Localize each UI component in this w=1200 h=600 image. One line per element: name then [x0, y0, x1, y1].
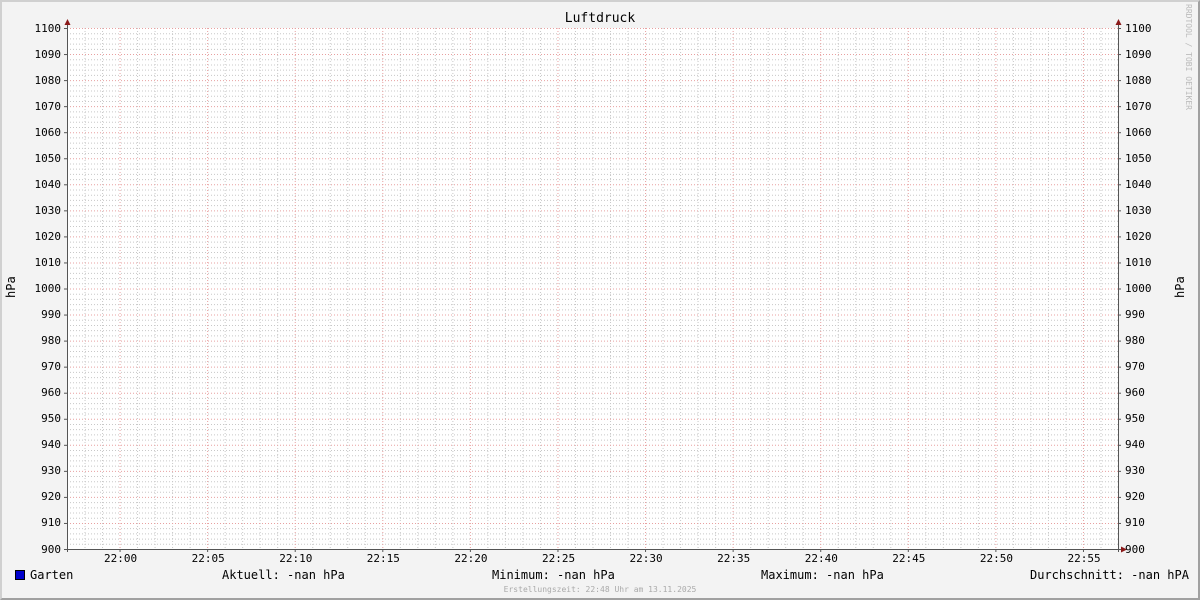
y-tick-label-right: 980 — [1125, 334, 1145, 348]
x-tick-label: 22:50 — [979, 552, 1013, 565]
y-tick-label-right: 1050 — [1125, 151, 1152, 165]
y-tick-label-right: 1100 — [1125, 21, 1152, 35]
y-tick-label-left: 1040 — [34, 177, 62, 191]
y-tick-label-right: 1020 — [1125, 229, 1152, 243]
y-tick-label-left: 930 — [41, 464, 61, 478]
y-tick-label-left: 920 — [41, 490, 61, 504]
y-tick-label-left: 1080 — [34, 73, 62, 87]
legend-swatch-garten — [15, 570, 25, 580]
y-tick-label-left: 1070 — [34, 99, 62, 113]
y-tick-label-right: 900 — [1125, 542, 1145, 556]
x-tick-label: 22:15 — [366, 552, 400, 565]
y-tick-label-right: 970 — [1125, 360, 1145, 374]
y-tick-label-right: 1010 — [1125, 255, 1152, 269]
legend-average: Durchschnitt: -nan hPA — [1030, 568, 1189, 582]
y-tick-label-right: 990 — [1125, 308, 1145, 322]
chart-title: Luftdruck — [564, 11, 636, 26]
y-tick-label-right: 1040 — [1125, 177, 1152, 191]
legend-maximum: Maximum: -nan hPa — [761, 568, 884, 582]
watermark: RRDTOOL / TOBI OETIKER — [1184, 4, 1193, 110]
y-tick-label-right: 1060 — [1125, 125, 1152, 139]
y-axis-arrow-left-icon — [64, 19, 71, 25]
x-tick-label: 22:25 — [541, 552, 576, 565]
y-tick-label-left: 960 — [41, 386, 61, 400]
y-tick-label-left: 970 — [41, 360, 61, 374]
y-tick-label-left: 910 — [41, 516, 61, 530]
y-tick-label-left: 900 — [41, 542, 61, 556]
legend-series-name: Garten — [30, 568, 74, 582]
y-tick-label-left: 1010 — [34, 255, 62, 269]
y-axis-label-left: hPa — [4, 276, 18, 298]
y-tick-label-left: 1000 — [34, 282, 62, 295]
legend-minimum: Minimum: -nan hPa — [492, 568, 615, 582]
y-tick-label-right: 930 — [1125, 464, 1145, 478]
y-tick-label-right: 1070 — [1125, 99, 1152, 113]
y-tick-label-right: 920 — [1125, 490, 1145, 504]
y-tick-label-left: 1100 — [34, 21, 62, 35]
y-tick-label-left: 990 — [41, 308, 61, 322]
y-tick-label-left: 1020 — [34, 229, 62, 243]
legend-current: Aktuell: -nan hPa — [222, 568, 345, 582]
y-tick-label-left: 1060 — [34, 125, 62, 139]
y-tick-label-right: 910 — [1125, 516, 1145, 530]
x-tick-label: 22:45 — [892, 552, 926, 565]
y-tick-label-left: 1050 — [34, 151, 62, 165]
y-tick-label-left: 980 — [41, 334, 61, 348]
y-axis-label-right: hPa — [1173, 276, 1187, 298]
y-axis-arrow-right-icon — [1115, 19, 1122, 25]
y-tick-label-left: 950 — [41, 412, 61, 426]
y-tick-label-right: 1090 — [1125, 47, 1152, 61]
y-tick-label-right: 1080 — [1125, 73, 1152, 87]
x-tick-label: 22:35 — [717, 552, 751, 565]
x-tick-label: 22:55 — [1067, 552, 1101, 565]
y-tick-label-right: 1000 — [1125, 282, 1152, 295]
y-tick-label-right: 940 — [1125, 438, 1145, 452]
footer-timestamp: Erstellungszeit: 22:48 Uhr am 13.11.2025 — [503, 585, 697, 594]
x-tick-label: 22:20 — [454, 552, 488, 565]
y-tick-label-left: 1090 — [34, 47, 62, 61]
x-tick-label: 22:00 — [104, 552, 138, 565]
y-tick-label-left: 1030 — [34, 203, 62, 217]
x-tick-label: 22:30 — [629, 552, 663, 565]
x-axis-arrow-icon — [1121, 546, 1127, 553]
x-tick-label: 22:40 — [804, 552, 838, 565]
x-tick-label: 22:10 — [279, 552, 313, 565]
y-tick-label-left: 940 — [41, 438, 61, 452]
y-tick-label-right: 1030 — [1125, 203, 1152, 217]
y-tick-label-right: 950 — [1125, 412, 1145, 426]
x-tick-label: 22:05 — [191, 552, 225, 565]
y-tick-label-right: 960 — [1125, 386, 1145, 400]
